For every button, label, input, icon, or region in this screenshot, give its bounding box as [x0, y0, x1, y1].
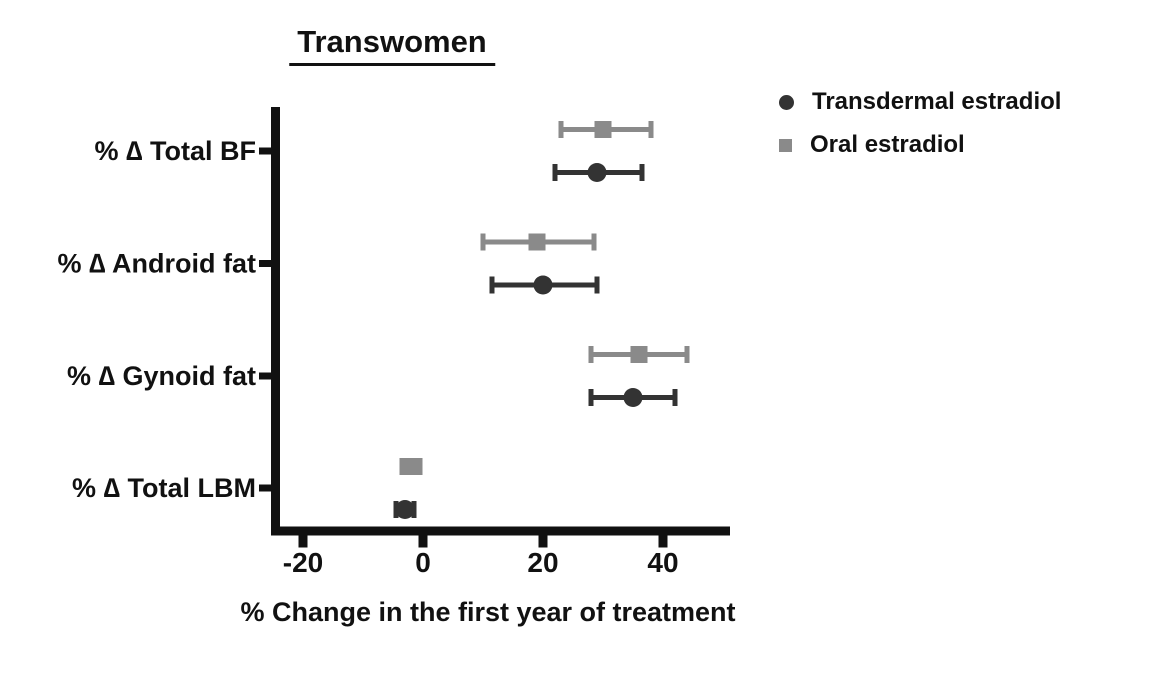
legend-item-transdermal: Transdermal estradiol — [779, 87, 1061, 117]
x-tick-label: 20 — [527, 547, 558, 578]
legend-label-oral: Oral estradiol — [810, 131, 965, 158]
square-marker-icon — [779, 138, 792, 152]
legend-item-oral: Oral estradiol — [779, 130, 1061, 160]
data-point-square — [594, 121, 612, 138]
legend: Transdermal estradiol Oral estradiol — [779, 87, 1061, 160]
chart-title: Transwomen — [289, 24, 495, 66]
category-label: % ∆ Android fat — [57, 249, 256, 279]
data-point-circle — [587, 163, 607, 182]
x-tick-label: 40 — [647, 547, 678, 578]
data-point-circle — [533, 275, 553, 295]
data-point-square — [630, 346, 648, 363]
category-label: % ∆ Total LBM — [72, 473, 256, 503]
data-point-circle — [395, 500, 415, 519]
data-point-circle — [623, 388, 643, 407]
circle-marker-icon — [779, 94, 794, 110]
x-tick-label: -20 — [283, 547, 323, 578]
data-point-square — [402, 458, 420, 475]
legend-label-transdermal: Transdermal estradiol — [812, 88, 1062, 115]
category-label: % ∆ Gynoid fat — [67, 361, 256, 391]
x-axis-label: % Change in the first year of treatment — [240, 597, 736, 627]
x-tick-label: 0 — [415, 547, 431, 578]
category-label: % ∆ Total BF — [94, 136, 256, 166]
data-point-square — [528, 233, 546, 251]
